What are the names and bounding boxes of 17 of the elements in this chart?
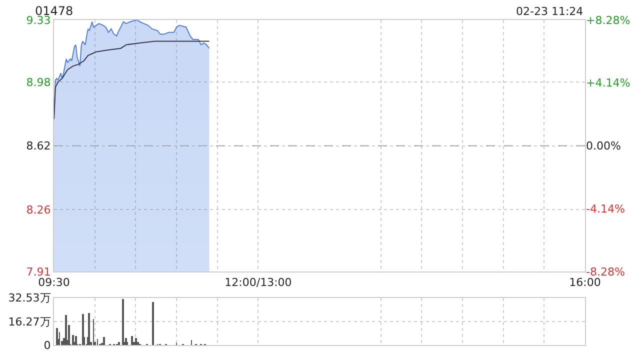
y2-tick-label: 0.00% — [586, 140, 621, 153]
x-tick-label: 12:00/13:00 — [224, 276, 292, 289]
y-tick-label: 8.98 — [26, 76, 51, 89]
y-tick-label: 32.53万 — [8, 292, 51, 305]
y-tick-label: 8.62 — [26, 140, 51, 153]
y-tick-label: 0 — [44, 338, 51, 352]
x-tick-label: 16:00 — [569, 276, 601, 289]
y-tick-label: 8.26 — [26, 203, 51, 216]
y2-tick-label: +4.14% — [586, 76, 630, 90]
y2-tick-label: +8.28% — [586, 14, 630, 27]
y-tick-label: 16.27万 — [8, 315, 51, 328]
y2-tick-label: -8.28% — [586, 265, 625, 278]
y2-tick-label: -4.14% — [586, 202, 625, 216]
y-tick-label: 7.91 — [26, 265, 51, 278]
text: 02-23 11:24 — [516, 5, 584, 18]
y-tick-label: 9.33 — [26, 14, 51, 27]
x-tick-label: 09:30 — [38, 276, 70, 289]
